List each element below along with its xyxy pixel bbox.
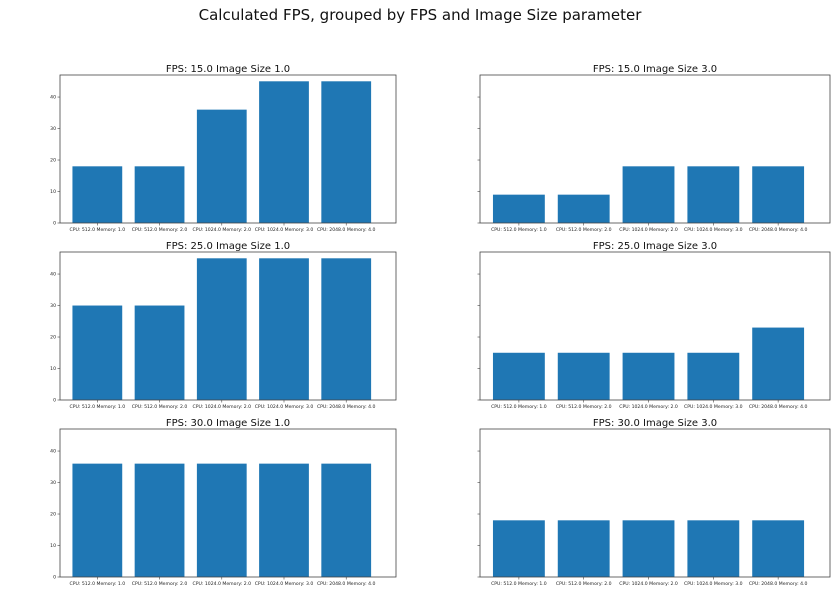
x-tick-label: CPU: 512.0 Memory: 1.0 [70,404,126,410]
bar [134,305,185,400]
subplot-1: FPS: 15.0 Image Size 1.0 CPU: 512.0 Memor… [50,64,397,233]
x-tick-label: CPU: 512.0 Memory: 2.0 [132,227,188,233]
x-tick-label: CPU: 512.0 Memory: 2.0 [556,404,612,410]
x-tick-label: CPU: 1024.0 Memory: 3.0 [684,404,743,410]
y-tick-label: 20 [50,512,56,518]
subplot-title: FPS: 15.0 Image Size 3.0 [593,64,717,75]
x-tick-label: CPU: 1024.0 Memory: 3.0 [255,404,314,410]
y-tick-label: 40 [50,95,56,101]
x-tick-label: CPU: 2048.0 Memory: 4.0 [749,404,808,410]
bar [622,520,675,577]
y-tick-label: 10 [50,543,56,549]
bar [557,352,610,400]
x-tick-label: CPU: 2048.0 Memory: 4.0 [317,404,376,410]
bar [492,520,545,577]
x-tick-label: CPU: 1024.0 Memory: 2.0 [619,581,678,587]
y-tick-label: 20 [50,158,56,164]
bar [196,463,247,577]
subplot-2: FPS: 15.0 Image Size 3.0 CPU: 512.0 Memor… [477,64,831,233]
bar [752,520,805,577]
y-tick-label: 0 [53,221,56,227]
x-tick-label: CPU: 1024.0 Memory: 2.0 [193,227,252,233]
plot-frame [59,251,397,401]
x-tick-label: CPU: 2048.0 Memory: 4.0 [317,227,376,233]
y-tick-label: 20 [50,335,56,341]
bar [557,194,610,223]
x-tick-label: CPU: 1024.0 Memory: 3.0 [255,581,314,587]
bar [752,166,805,223]
bar [134,166,185,223]
x-tick-label: CPU: 1024.0 Memory: 3.0 [684,227,743,233]
x-tick-label: CPU: 2048.0 Memory: 4.0 [749,581,808,587]
bar [134,463,185,577]
x-tick-label: CPU: 512.0 Memory: 2.0 [556,581,612,587]
x-tick-label: CPU: 2048.0 Memory: 4.0 [317,581,376,587]
y-tick-label: 40 [50,449,56,455]
y-tick-label: 0 [53,575,56,581]
subplot-title: FPS: 25.0 Image Size 3.0 [593,241,717,252]
bar [492,352,545,400]
plot-frame [479,251,831,401]
bar [259,258,309,400]
x-tick-label: CPU: 512.0 Memory: 1.0 [491,227,547,233]
x-tick-label: CPU: 1024.0 Memory: 2.0 [193,581,252,587]
y-tick-label: 10 [50,366,56,372]
bar [687,352,740,400]
subplot-title: FPS: 30.0 Image Size 3.0 [593,418,717,429]
y-tick-label: 0 [53,398,56,404]
y-tick-label: 10 [50,189,56,195]
bar [259,81,309,223]
bar [492,194,545,223]
y-tick-label: 30 [50,480,56,486]
subplot-5: FPS: 30.0 Image Size 1.0 CPU: 512.0 Memor… [50,418,397,587]
plot-frame [479,428,831,578]
subplot-title: FPS: 25.0 Image Size 1.0 [166,241,290,252]
bar [72,305,123,400]
x-tick-label: CPU: 512.0 Memory: 1.0 [70,227,126,233]
x-tick-label: CPU: 1024.0 Memory: 3.0 [255,227,314,233]
x-tick-label: CPU: 512.0 Memory: 2.0 [556,227,612,233]
bar [687,520,740,577]
y-tick-label: 40 [50,272,56,278]
subplot-3: FPS: 25.0 Image Size 1.0 CPU: 512.0 Memor… [50,241,397,410]
bar [752,327,805,400]
plot-frame [59,428,397,578]
bar [321,81,372,223]
x-tick-label: CPU: 1024.0 Memory: 2.0 [193,404,252,410]
subplot-title: FPS: 15.0 Image Size 1.0 [166,64,290,75]
x-tick-label: CPU: 1024.0 Memory: 2.0 [619,404,678,410]
subplot-6: FPS: 30.0 Image Size 3.0 CPU: 512.0 Memor… [477,418,831,587]
bar [622,352,675,400]
bar [259,463,309,577]
x-tick-label: CPU: 512.0 Memory: 1.0 [491,404,547,410]
bar [321,258,372,400]
bar [72,463,123,577]
x-tick-label: CPU: 1024.0 Memory: 2.0 [619,227,678,233]
x-tick-label: CPU: 512.0 Memory: 2.0 [132,581,188,587]
y-tick-label: 30 [50,303,56,309]
x-tick-label: CPU: 512.0 Memory: 2.0 [132,404,188,410]
bar [196,258,247,400]
subplot-title: FPS: 30.0 Image Size 1.0 [166,418,290,429]
bar [72,166,123,223]
bar [557,520,610,577]
bar [622,166,675,223]
bar [196,109,247,223]
x-tick-label: CPU: 1024.0 Memory: 3.0 [684,581,743,587]
bar [687,166,740,223]
plot-frame [479,74,831,224]
bar [321,463,372,577]
x-tick-label: CPU: 2048.0 Memory: 4.0 [749,227,808,233]
figure-title: Calculated FPS, grouped by FPS and Image… [198,6,642,24]
x-tick-label: CPU: 512.0 Memory: 1.0 [70,581,126,587]
plot-frame [59,74,397,224]
subplot-4: FPS: 25.0 Image Size 3.0 CPU: 512.0 Memor… [477,241,831,410]
y-tick-label: 30 [50,126,56,132]
x-tick-label: CPU: 512.0 Memory: 1.0 [491,581,547,587]
